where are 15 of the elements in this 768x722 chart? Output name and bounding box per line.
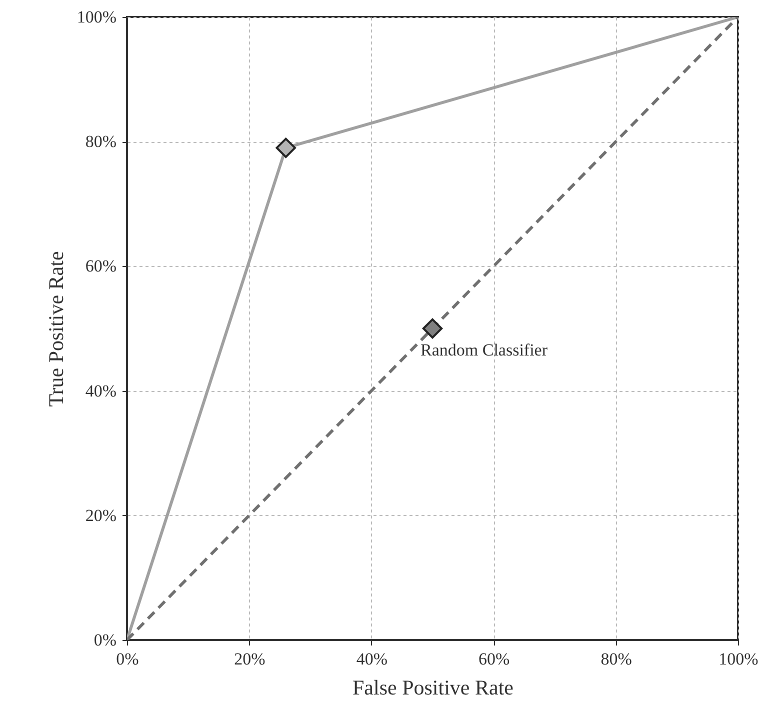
y-tick-label: 100%	[76, 8, 116, 26]
x-tick-label: 0%	[116, 650, 139, 668]
y-tick-label: 0%	[94, 630, 116, 650]
x-tick-label: 40%	[356, 650, 388, 668]
y-tick-label: 60%	[85, 256, 116, 276]
y-tick-label: 40%	[85, 381, 116, 400]
x-tick-label: 80%	[600, 650, 632, 668]
x-tick-label: 20%	[234, 650, 266, 668]
y-axis-title: True Positive Rate	[44, 251, 68, 407]
x-tick-label: 100%	[718, 650, 758, 668]
y-tick-label: 80%	[85, 132, 116, 152]
y-tick-label: 20%	[85, 506, 116, 525]
annotation: Random Classifier	[420, 340, 548, 360]
x-tick-label: 60%	[478, 650, 510, 668]
x-axis-title: False Positive Rate	[352, 676, 514, 700]
